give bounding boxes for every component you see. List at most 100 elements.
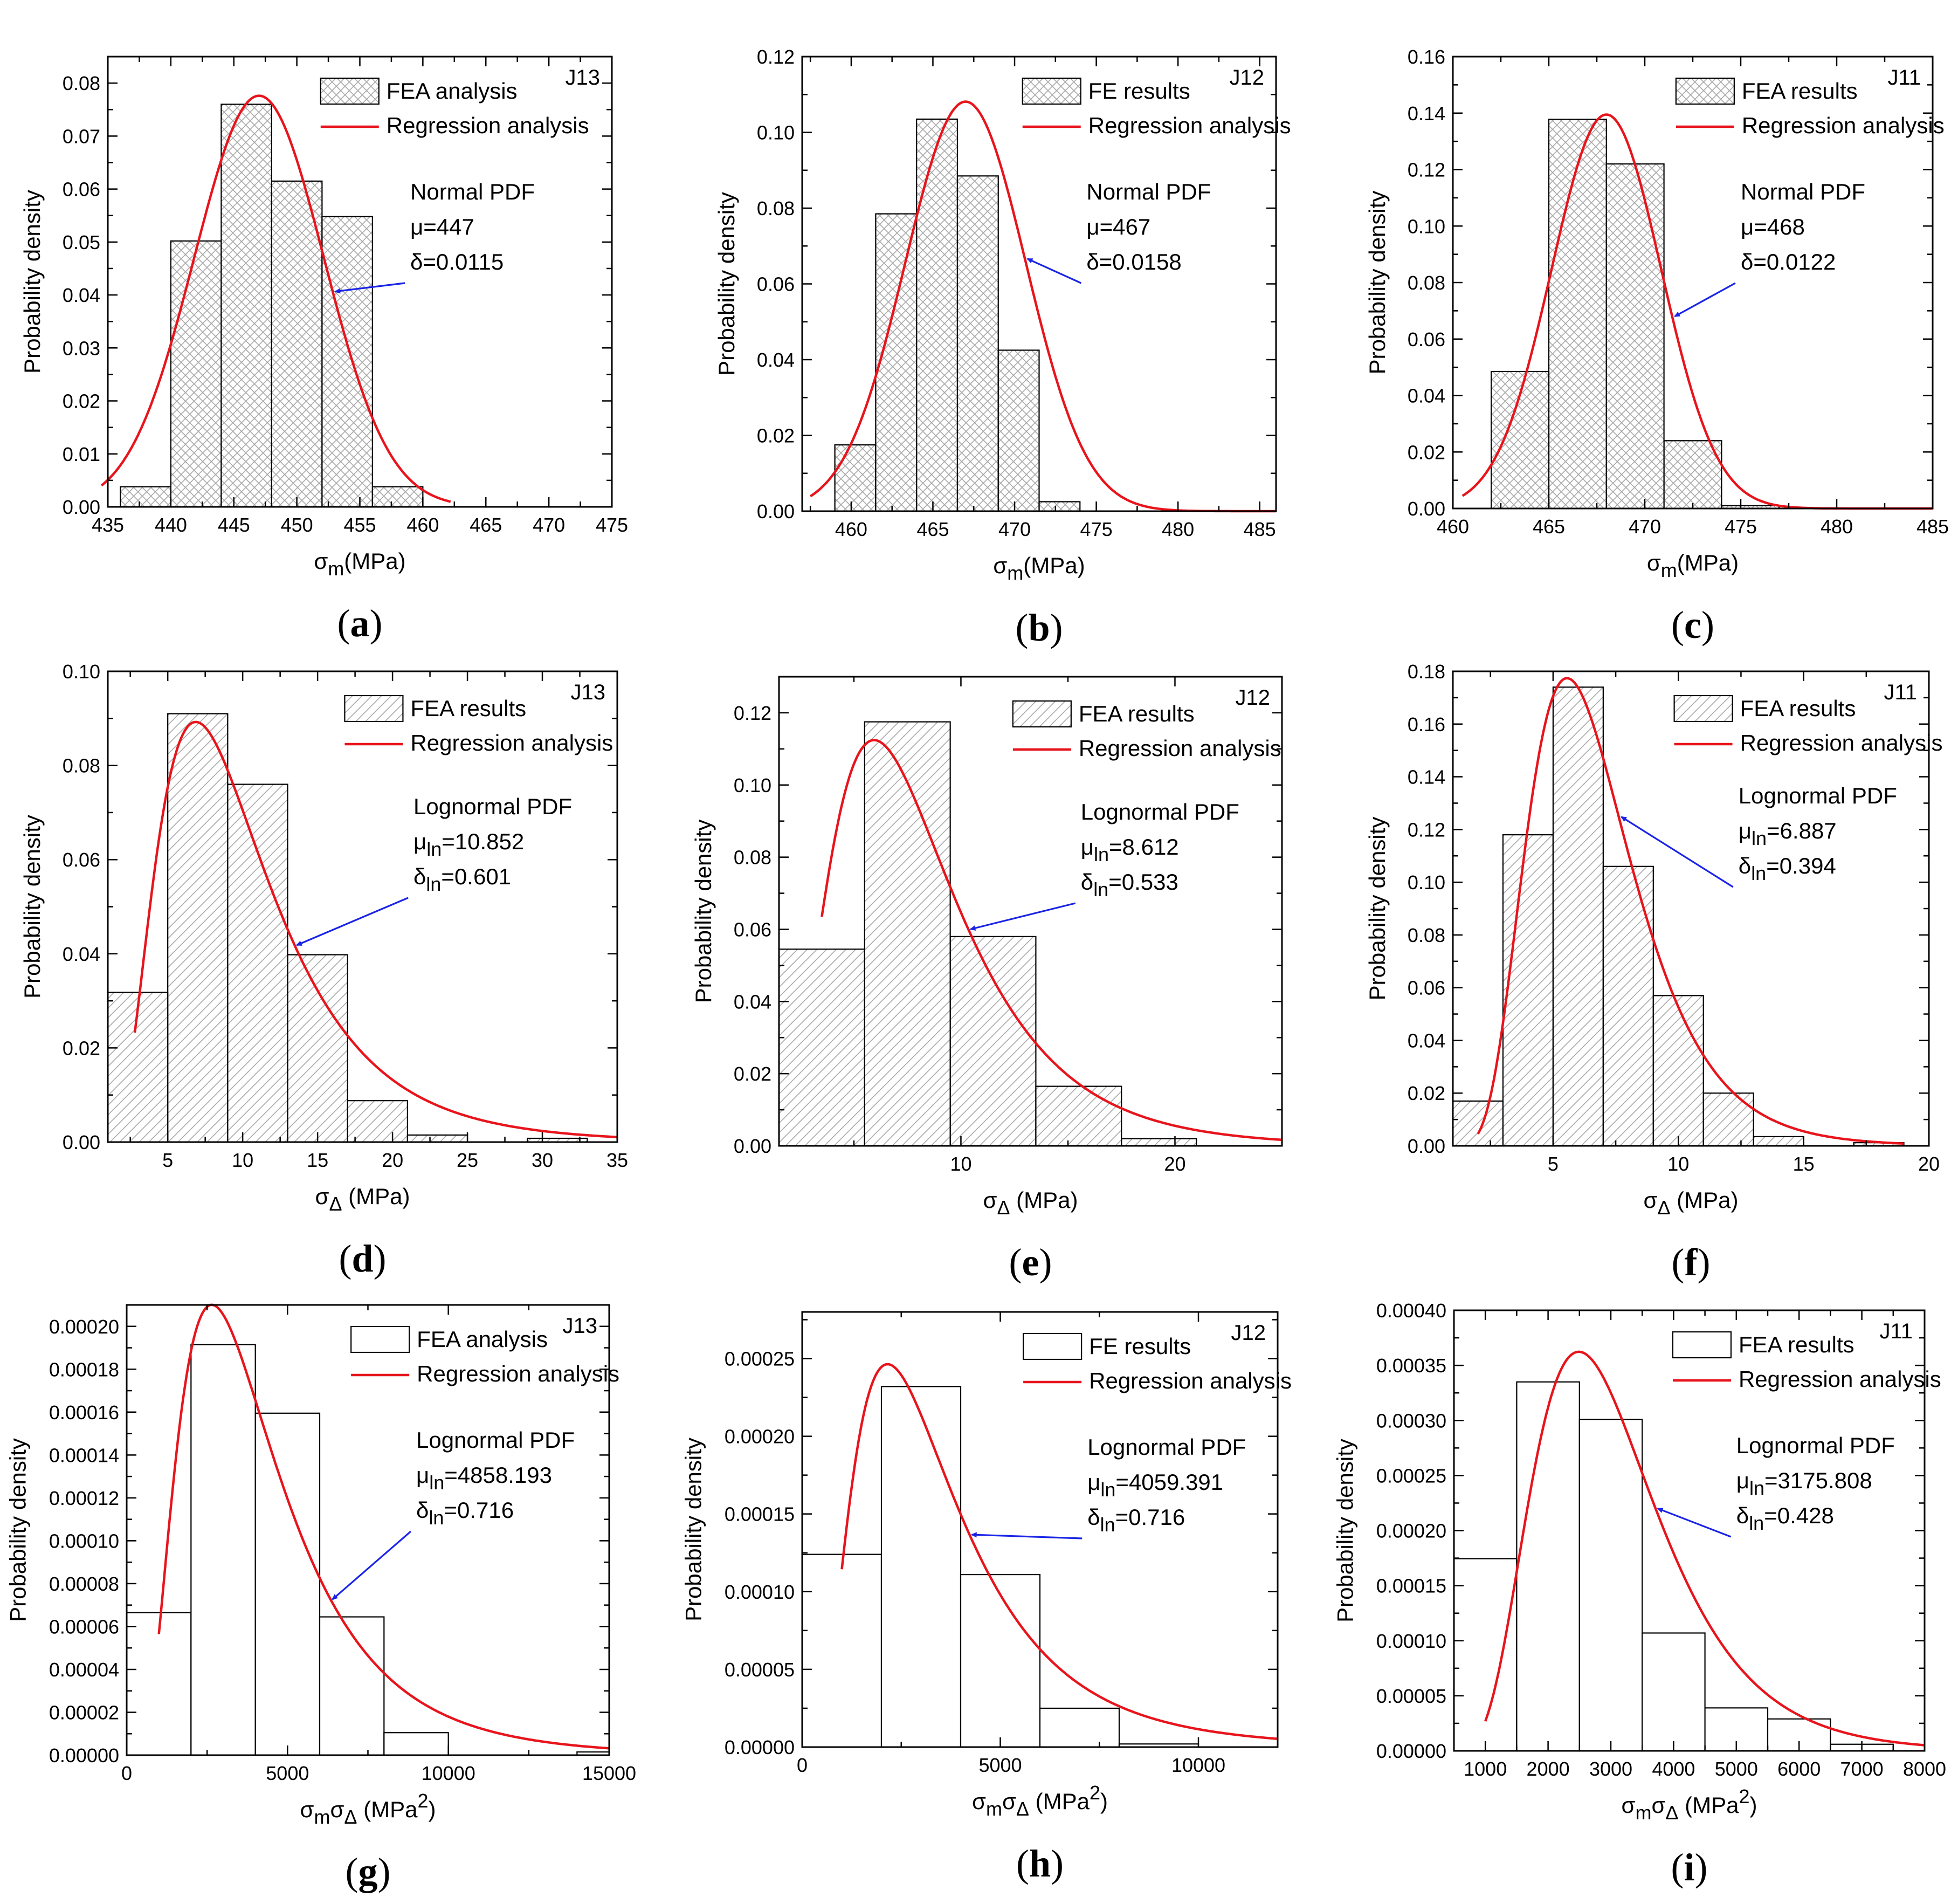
y-tick-label: 0.01 — [63, 443, 100, 465]
histogram-bar — [406, 1134, 468, 1143]
y-tick-label: 0.00020 — [1376, 1520, 1446, 1542]
y-tick-label: 0.12 — [1408, 819, 1445, 841]
x-tick-label: 460 — [1437, 515, 1469, 538]
panel-label: (i) — [1671, 1846, 1708, 1889]
x-axis-label: σm(MPa) — [993, 553, 1085, 584]
histogram-bar — [1039, 1707, 1120, 1748]
y-tick-label: 0.00025 — [725, 1348, 795, 1370]
x-tick-label: 485 — [1244, 518, 1276, 540]
regression-curve — [1484, 1350, 1925, 1747]
panel-label: (h) — [1016, 1842, 1064, 1885]
legend-label-regression: Regression analysis — [410, 730, 613, 755]
legend-swatch-bar — [1673, 695, 1733, 723]
histogram-bar — [875, 213, 918, 512]
y-tick-label: 0.00015 — [725, 1503, 795, 1525]
panel-g: 0 5000 10000 15000 0.00000 0.00002 0.00004 0.00… — [5, 1303, 636, 1893]
x-axis-label: σmσΔ (MPa2) — [1622, 1785, 1757, 1824]
regression-curve — [1477, 677, 1904, 1145]
legend-label-data: FE results — [1088, 78, 1190, 104]
annotation-arrow — [1657, 1508, 1732, 1538]
histogram-bar — [287, 954, 348, 1143]
panel-i: 1000 2000 3000 4000 5000 6000 7000 8000 0.00000 0… — [1333, 1300, 1947, 1889]
y-tick-label: 0.00035 — [1376, 1355, 1446, 1377]
mu-note: μ=447 — [410, 214, 474, 239]
annotation-arrow — [295, 897, 409, 946]
annotation-arrow — [1621, 816, 1734, 888]
y-axis-label: Probability density — [5, 1438, 31, 1622]
y-tick-label: 0.02 — [1408, 441, 1445, 463]
legend-swatch-bar — [320, 77, 380, 105]
histogram-bar — [1602, 865, 1654, 1147]
y-tick-label: 0.04 — [757, 349, 795, 371]
histogram-bar — [1702, 1092, 1754, 1147]
y-tick-label: 0.12 — [1408, 159, 1445, 181]
panel-h: 0 5000 10000 0.00000 0.00005 0.00010 0.00015 0.… — [681, 1311, 1292, 1885]
histogram-bar — [801, 1554, 883, 1748]
mu-note: μln=3175.808 — [1736, 1468, 1872, 1499]
y-tick-label: 0.00010 — [1376, 1630, 1446, 1652]
x-tick-label: 6000 — [1777, 1758, 1821, 1780]
y-tick-label: 0.00 — [63, 1131, 100, 1153]
y-tick-label: 0.00 — [1408, 1135, 1445, 1157]
x-axis-label: σmσΔ (MPa2) — [300, 1790, 436, 1828]
legend-label-regression: Regression analysis — [1079, 736, 1281, 761]
histogram-bar — [1038, 501, 1081, 512]
x-tick-label: 5000 — [978, 1754, 1022, 1776]
legend-swatch-bar — [344, 695, 404, 723]
delta-note: δln=0.601 — [413, 864, 511, 895]
y-tick-label: 0.00030 — [1376, 1410, 1446, 1432]
y-tick-label: 0.00020 — [49, 1316, 119, 1338]
regression-curve — [840, 1363, 1278, 1740]
y-tick-label: 0.00004 — [49, 1659, 119, 1681]
specimen-tag: J11 — [1884, 681, 1917, 704]
x-tick-label: 5000 — [1715, 1758, 1758, 1780]
y-tick-label: 0.02 — [757, 425, 795, 447]
panel-label: (f) — [1672, 1241, 1711, 1284]
y-tick-label: 0.00 — [734, 1135, 771, 1157]
y-tick-label: 0.06 — [1408, 977, 1445, 999]
x-tick-label: 8000 — [1903, 1758, 1946, 1780]
y-tick-label: 0.10 — [734, 774, 771, 796]
panel-label: (e) — [1009, 1241, 1052, 1284]
panel-e: 10 20 0.00 0.02 0.04 0.06 0.08 0.10 0.12 Probabil… — [691, 676, 1283, 1284]
mu-note: μ=468 — [1741, 214, 1805, 239]
legend-swatch-bar — [1012, 700, 1072, 728]
y-tick-label: 0.16 — [1408, 46, 1445, 68]
x-tick-label: 460 — [835, 518, 867, 540]
y-tick-label: 0.04 — [1408, 385, 1445, 407]
y-tick-label: 0.00010 — [49, 1530, 119, 1552]
histogram-bar — [778, 948, 865, 1147]
histogram-bar — [371, 486, 424, 508]
histogram-bar — [190, 1344, 256, 1756]
legend-label-data: FEA results — [1739, 1332, 1854, 1357]
legend-label-regression: Regression analysis — [1742, 113, 1945, 138]
y-tick-label: 0.00005 — [725, 1659, 795, 1681]
delta-note: δln=0.716 — [1087, 1504, 1185, 1536]
plot-frame — [801, 1311, 1279, 1748]
x-tick-label: 435 — [92, 514, 124, 536]
specimen-tag: J12 — [1230, 66, 1265, 90]
histogram-bar — [227, 783, 288, 1143]
panel-b: 460 465 470 475 480 485 0.00 0.02 0.04 0.06 0.08 0.… — [714, 46, 1291, 649]
y-axis-label: Probability density — [19, 815, 45, 999]
x-tick-label: 470 — [998, 518, 1031, 540]
x-tick-label: 1000 — [1464, 1758, 1507, 1780]
delta-note: δln=0.716 — [416, 1497, 514, 1529]
histogram-bar — [1452, 1100, 1504, 1147]
x-tick-label: 465 — [916, 518, 949, 540]
histogram-bar — [271, 180, 323, 508]
x-tick-label: 445 — [218, 514, 250, 536]
delta-note: δln=0.533 — [1081, 869, 1178, 901]
y-tick-label: 0.07 — [63, 125, 100, 147]
pdf-type-note: Lognormal PDF — [413, 794, 572, 819]
histogram-bar — [949, 936, 1037, 1147]
y-axis-label: Probability density — [714, 192, 739, 376]
x-axis-label: σmσΔ (MPa2) — [972, 1782, 1108, 1820]
pdf-type-note: Lognormal PDF — [1087, 1434, 1246, 1460]
x-tick-label: 460 — [406, 514, 439, 536]
x-tick-label: 15 — [307, 1149, 328, 1171]
x-tick-label: 35 — [606, 1149, 628, 1171]
legend-label-data: FEA results — [1742, 78, 1858, 104]
y-tick-label: 0.14 — [1408, 102, 1445, 125]
